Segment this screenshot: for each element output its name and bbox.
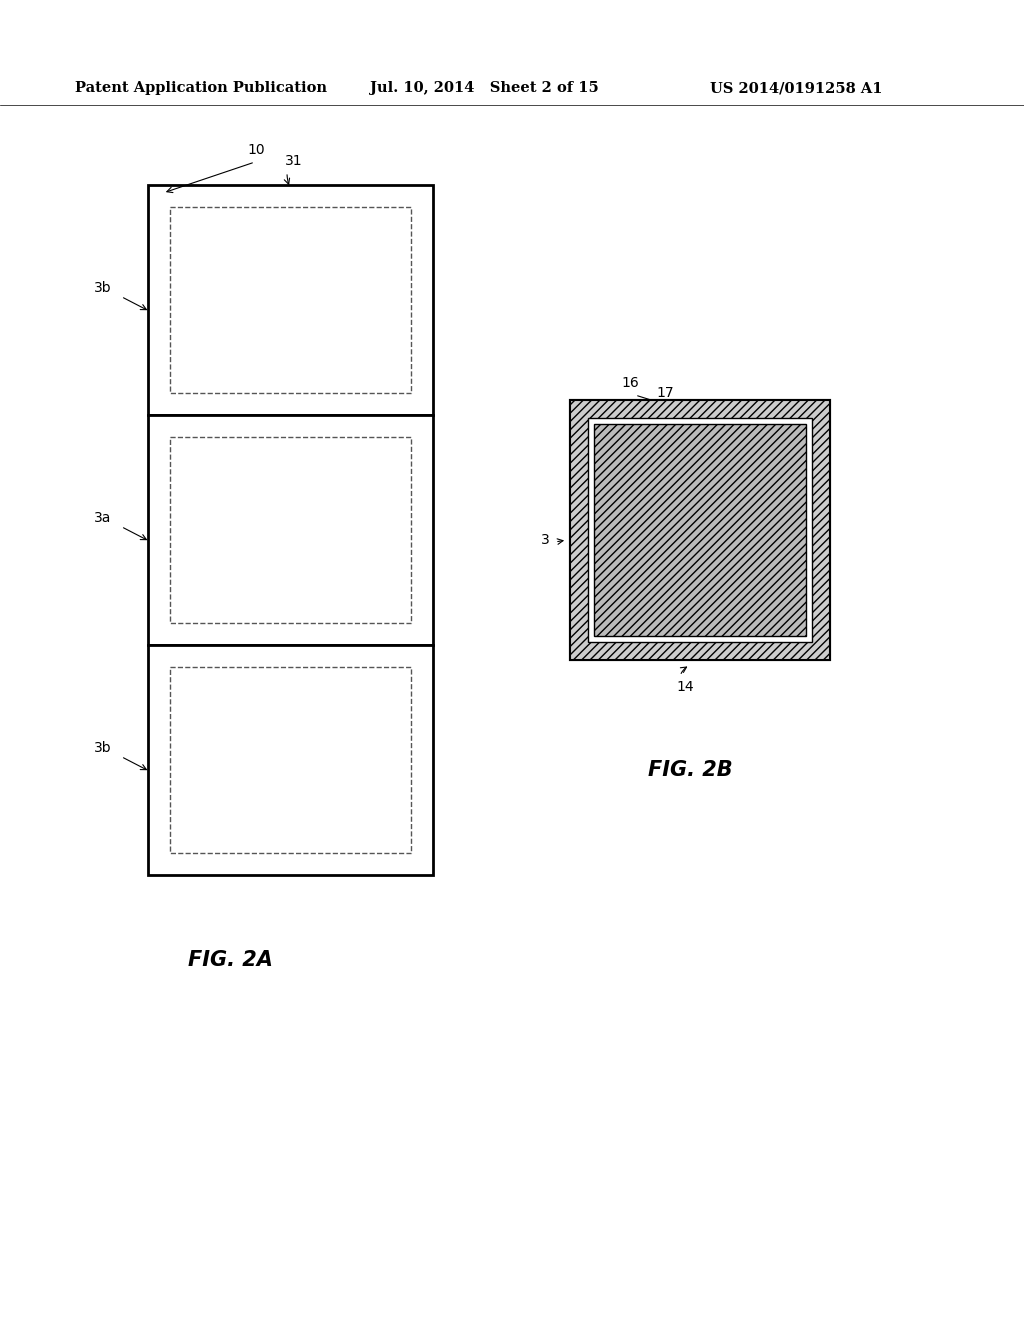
Text: 3b: 3b: [94, 742, 112, 755]
Text: Jul. 10, 2014   Sheet 2 of 15: Jul. 10, 2014 Sheet 2 of 15: [370, 81, 599, 95]
Text: US 2014/0191258 A1: US 2014/0191258 A1: [710, 81, 883, 95]
Text: 3b: 3b: [94, 281, 112, 296]
Bar: [170, 667, 411, 853]
Text: 14: 14: [676, 680, 694, 694]
Text: 16: 16: [622, 376, 639, 389]
Bar: [148, 414, 433, 645]
Bar: [148, 645, 433, 875]
Bar: [170, 207, 411, 393]
Text: 3a: 3a: [94, 511, 112, 525]
Text: 17: 17: [656, 385, 674, 400]
Bar: [570, 400, 830, 660]
Bar: [570, 400, 830, 660]
Bar: [570, 400, 830, 660]
Text: FIG. 2B: FIG. 2B: [648, 760, 732, 780]
Text: 3: 3: [542, 533, 550, 546]
Bar: [148, 185, 433, 414]
Bar: [594, 424, 806, 636]
Text: 10: 10: [247, 143, 264, 157]
Bar: [588, 418, 812, 642]
Bar: [170, 437, 411, 623]
Text: FIG. 2A: FIG. 2A: [187, 950, 272, 970]
Text: Patent Application Publication: Patent Application Publication: [75, 81, 327, 95]
Text: 31: 31: [285, 154, 303, 168]
